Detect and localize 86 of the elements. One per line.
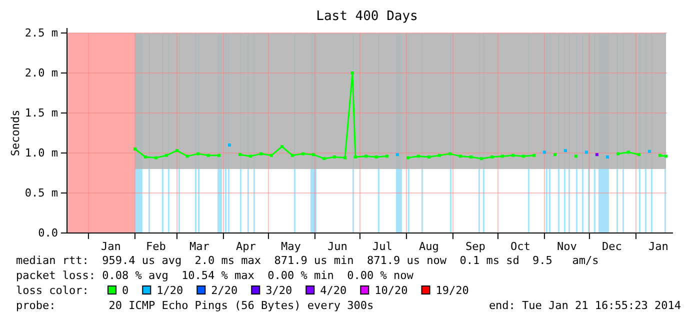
point bbox=[438, 154, 441, 157]
point bbox=[196, 152, 200, 156]
point bbox=[511, 154, 514, 157]
y-axis-title: Seconds bbox=[9, 110, 22, 156]
point bbox=[406, 156, 410, 160]
point bbox=[574, 154, 578, 158]
point bbox=[217, 154, 220, 157]
point bbox=[385, 154, 388, 158]
legend-label: 1/20 bbox=[156, 284, 184, 297]
x-tick-label: Nov bbox=[557, 240, 578, 253]
legend-label: 10/20 bbox=[374, 284, 408, 297]
point bbox=[144, 156, 147, 158]
point bbox=[522, 154, 525, 158]
point bbox=[564, 149, 567, 152]
point bbox=[427, 156, 430, 158]
legend-label: 3/20 bbox=[266, 284, 292, 297]
legend-label: 19/20 bbox=[436, 284, 469, 297]
point bbox=[248, 154, 252, 158]
point bbox=[350, 72, 354, 74]
x-tick-label: Aug bbox=[419, 240, 439, 253]
x-tick-label: Oct bbox=[510, 240, 530, 253]
y-tick-label: 0.0 bbox=[38, 226, 58, 240]
point bbox=[542, 150, 546, 154]
point bbox=[364, 154, 368, 158]
point bbox=[532, 154, 536, 157]
text: packet loss: 0.08 % avg 10.54 % max 0.00 % min 0.00 % now bbox=[16, 269, 414, 282]
point bbox=[322, 157, 326, 160]
point bbox=[500, 154, 504, 158]
y-tick-label: 1.5 m bbox=[24, 106, 58, 120]
legend-label: 2/20 bbox=[211, 284, 238, 297]
y-tick-label: 0.5 m bbox=[24, 186, 58, 200]
x-tick-label: May bbox=[281, 240, 302, 253]
point bbox=[469, 156, 472, 158]
point bbox=[595, 153, 598, 156]
point bbox=[301, 152, 304, 156]
point bbox=[270, 154, 273, 157]
point bbox=[658, 154, 662, 157]
point bbox=[238, 153, 242, 156]
legend-title: loss color: bbox=[16, 284, 89, 297]
y-tick-label: 2.5 m bbox=[24, 26, 58, 40]
text: median rtt: 959.4 us avg 2.0 ms max 871.9 us min 871.9 us now 0.1 ms sd 9.5 am/s bbox=[16, 254, 599, 267]
point bbox=[206, 154, 210, 157]
x-tick-label: Jul bbox=[372, 240, 392, 253]
point bbox=[648, 150, 651, 153]
point bbox=[332, 156, 336, 158]
y-tick-label: 2.0 m bbox=[24, 66, 58, 80]
text: end: Tue Jan 21 16:55:23 2014 bbox=[488, 299, 682, 312]
point bbox=[584, 150, 588, 154]
x-tick-label: Dec bbox=[602, 240, 622, 253]
point bbox=[312, 153, 315, 156]
point bbox=[616, 152, 620, 156]
point bbox=[626, 150, 630, 154]
point bbox=[664, 154, 668, 158]
point bbox=[186, 154, 189, 158]
point bbox=[175, 149, 178, 152]
point bbox=[416, 154, 420, 158]
text: probe: 20 ICMP Echo Pings (56 Bytes) every 300s bbox=[16, 299, 374, 312]
point bbox=[280, 145, 284, 148]
point bbox=[259, 152, 262, 156]
legend-label: 4/20 bbox=[320, 284, 347, 297]
point bbox=[154, 156, 158, 160]
point bbox=[637, 153, 640, 156]
point bbox=[480, 157, 483, 160]
point bbox=[606, 156, 609, 158]
x-tick-label: Feb bbox=[146, 240, 166, 253]
x-tick-label: Jun bbox=[328, 240, 348, 253]
point bbox=[553, 153, 556, 156]
point bbox=[448, 152, 452, 156]
y-tick-label: 1.0 m bbox=[24, 146, 58, 160]
x-tick-label: Mar bbox=[190, 240, 210, 253]
point bbox=[354, 156, 357, 158]
point bbox=[396, 153, 399, 156]
x-tick-label: Jan bbox=[648, 240, 668, 253]
point bbox=[458, 154, 462, 158]
x-tick-label: Jan bbox=[101, 240, 121, 253]
legend-label: 0 bbox=[122, 284, 129, 297]
point bbox=[133, 148, 136, 150]
point bbox=[490, 156, 494, 158]
point bbox=[343, 156, 346, 160]
chart-title: Last 400 Days bbox=[316, 9, 418, 24]
x-tick-label: Apr bbox=[236, 240, 256, 253]
point bbox=[228, 144, 231, 146]
point bbox=[164, 154, 168, 157]
x-tick-label: Sep bbox=[466, 240, 486, 253]
point bbox=[290, 154, 294, 157]
point bbox=[374, 156, 378, 158]
